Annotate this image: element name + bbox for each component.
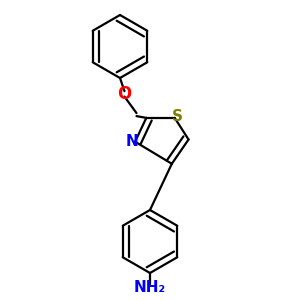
Text: O: O	[117, 85, 132, 103]
Text: NH₂: NH₂	[134, 280, 166, 295]
Text: S: S	[172, 109, 183, 124]
Text: N: N	[126, 134, 139, 148]
